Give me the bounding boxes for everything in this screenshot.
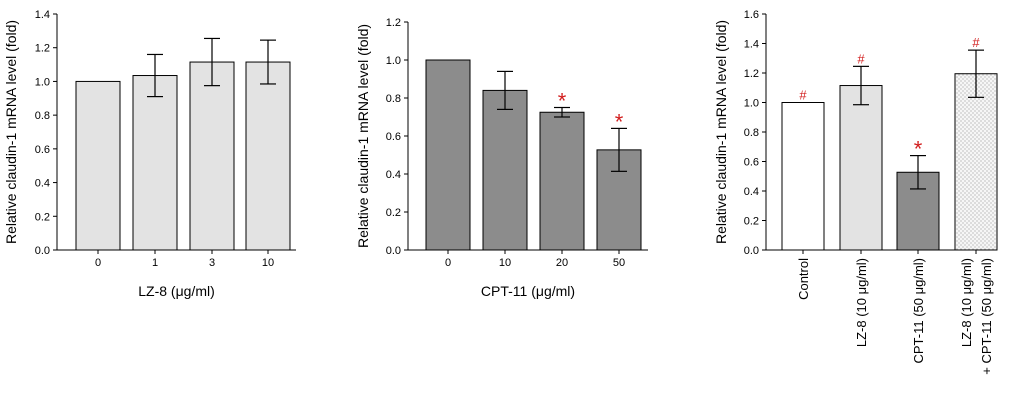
y-tick-label: 0.8 [744,127,759,139]
y-tick-label: 0.6 [386,131,401,143]
y-tick-label: 0.0 [35,245,50,257]
y-tick-label: 0.2 [744,216,759,228]
y-tick-label: 0.8 [386,93,401,105]
bar [781,102,825,251]
y-tick-label: 1.2 [35,43,50,55]
significance-star: * [914,137,923,162]
x-tick-label: + CPT-11 (50 μg/ml) [979,258,994,375]
y-tick-label: 0.4 [35,178,50,190]
x-tick-label: 50 [613,257,625,269]
x-axis-label: CPT-11 (μg/ml) [481,283,575,299]
bar [245,61,291,251]
bar [839,85,883,251]
y-tick-label: 1.0 [744,98,759,110]
significance-hash: # [857,51,865,66]
bar [132,75,178,251]
x-tick-label: 10 [499,257,511,269]
y-tick-label: 1.2 [744,68,759,80]
y-tick-label: 0.2 [35,211,50,223]
x-tick-label: 1 [152,257,158,269]
x-tick-label: 10 [262,257,274,269]
y-tick-label: 1.0 [386,55,401,67]
significance-star: * [615,109,624,134]
y-tick-label: 0.2 [386,207,401,219]
x-tick-label: 0 [95,257,101,269]
bar [954,73,998,251]
y-axis-label: Relative claudin-1 mRNA level (fold) [713,20,729,244]
x-tick-label: CPT-11 (50 μg/ml) [911,258,926,364]
x-tick-label: LZ-8 (10 μg/ml) [959,258,974,347]
y-tick-label: 0.0 [386,245,401,257]
y-tick-label: 0.6 [35,144,50,156]
chart-combination-panel: 0.0 0.2 0.4 0.6 0.8 1.0 1.2 1.4 1.6 Relative clau… [713,9,998,375]
y-tick-label: 0.8 [35,110,50,122]
y-tick-label: 0.0 [744,245,759,257]
x-tick-label: Control [796,258,811,300]
y-tick-label: 1.4 [35,9,50,21]
bar [539,111,585,251]
y-axis-label: Relative claudin-1 mRNA level (fold) [3,20,19,244]
y-tick-label: 1.6 [744,9,759,21]
chart-cpt11-panel: 0.0 0.2 0.4 0.6 0.8 1.0 1.2 Relative claudin-1 … [355,17,648,299]
y-tick-label: 0.4 [386,169,401,181]
x-axis-label: LZ-8 (μg/ml) [138,283,215,299]
chart-lz8-panel: 0.0 0.2 0.4 0.6 0.8 1.0 1.2 1.4 Relative claudin… [3,9,296,299]
significance-hash: # [799,88,807,103]
y-tick-label: 1.0 [35,76,50,88]
y-tick-label: 1.2 [386,17,401,29]
x-tick-label: 20 [556,257,568,269]
y-tick-label: 0.6 [744,157,759,169]
y-tick-label: 0.4 [744,186,759,198]
bar [75,80,121,251]
significance-hash: # [972,35,980,50]
x-tick-label: 3 [209,257,215,269]
y-tick-label: 1.4 [744,39,759,51]
y-axis-label: Relative claudin-1 mRNA level (fold) [355,24,371,248]
significance-star: * [558,89,567,114]
bar [189,61,235,251]
bar [482,89,528,251]
x-tick-label: 0 [445,257,451,269]
x-tick-label: LZ-8 (10 μg/ml) [854,258,869,347]
bar [425,59,471,251]
